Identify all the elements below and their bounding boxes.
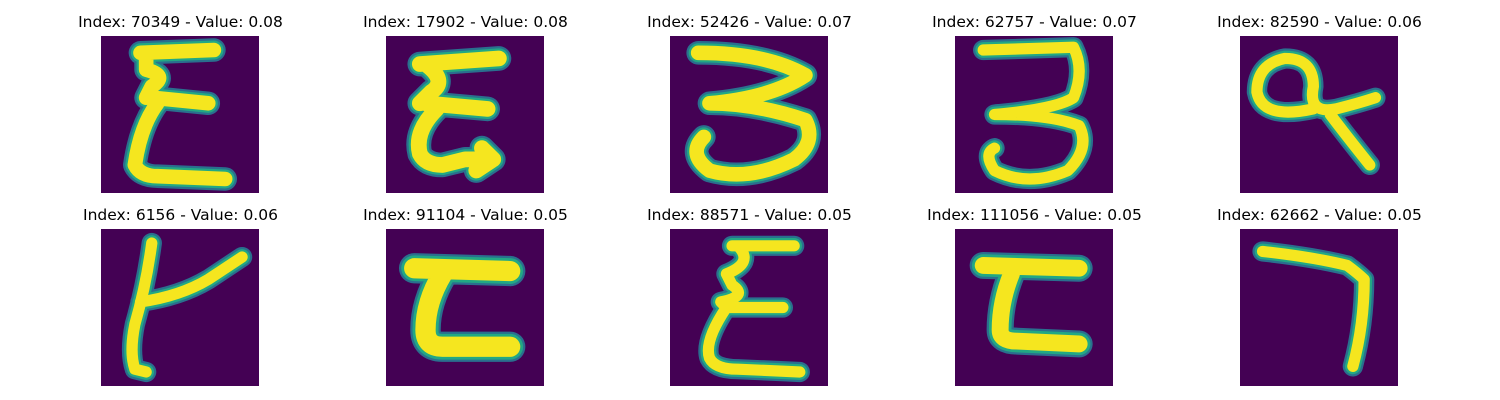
digit-image [1240,229,1398,386]
panel-title: Index: 82590 - Value: 0.06 [1217,13,1422,31]
panel-title: Index: 52426 - Value: 0.07 [647,13,852,31]
digit-image [386,36,544,193]
panel-title: Index: 111056 - Value: 0.05 [927,206,1142,224]
digit-image [101,36,259,193]
digit-image [1240,36,1398,193]
digit-image [670,36,828,193]
panel-title: Index: 6156 - Value: 0.06 [83,206,278,224]
panel-title: Index: 91104 - Value: 0.05 [363,206,568,224]
panel-title: Index: 62662 - Value: 0.05 [1217,206,1422,224]
digit-image [386,229,544,386]
panel-title: Index: 70349 - Value: 0.08 [78,13,283,31]
panel-title: Index: 17902 - Value: 0.08 [363,13,568,31]
panel-title: Index: 62757 - Value: 0.07 [932,13,1137,31]
digit-image [955,229,1113,386]
digit-image [955,36,1113,193]
digit-image [670,229,828,386]
digit-image [101,229,259,386]
panel-title: Index: 88571 - Value: 0.05 [647,206,852,224]
